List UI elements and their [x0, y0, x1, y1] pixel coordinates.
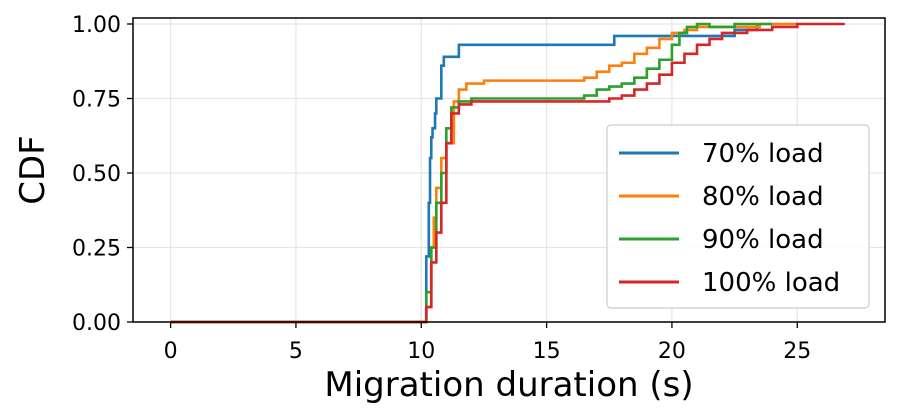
- legend-label-3: 90% load: [702, 225, 824, 255]
- y-tick-label: 1.00: [72, 13, 121, 38]
- y-axis-ticks: 0.00 0.25 0.50 0.75 1.00: [72, 13, 133, 336]
- legend: 70% load 80% load 90% load 100% load: [606, 124, 870, 309]
- y-tick-label: 0.25: [72, 237, 121, 262]
- x-tick-label: 20: [658, 339, 686, 364]
- series-line-1: [170, 24, 759, 324]
- x-axis-ticks: 0 5 10 15 20 25: [164, 322, 811, 364]
- series-line-4: [170, 22, 845, 324]
- legend-label-2: 80% load: [702, 182, 824, 212]
- series-line-3: [170, 22, 773, 324]
- x-tick-label: 15: [533, 339, 561, 364]
- x-tick-label: 10: [407, 339, 435, 364]
- y-axis-label: CDF: [13, 135, 53, 204]
- legend-items: 70% load 80% load 90% load 100% load: [619, 139, 840, 298]
- y-tick-label: 0.50: [72, 162, 121, 187]
- x-tick-label: 5: [289, 339, 303, 364]
- x-tick-label: 0: [164, 339, 178, 364]
- x-axis-label: Migration duration (s): [324, 365, 693, 405]
- legend-box: [606, 124, 870, 309]
- y-tick-label: 0.00: [72, 311, 121, 336]
- legend-label-1: 70% load: [702, 139, 824, 169]
- series-lines: [170, 22, 845, 324]
- x-tick-label: 25: [783, 339, 811, 364]
- legend-label-4: 100% load: [702, 268, 840, 298]
- y-tick-label: 0.75: [72, 88, 121, 113]
- plot-frame: [132, 17, 886, 323]
